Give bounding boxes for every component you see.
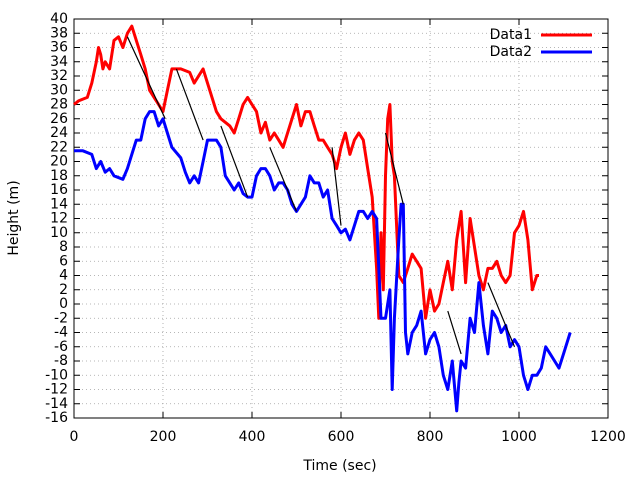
legend-label: Data2 [490,44,532,60]
y-tick-label: 22 [50,139,68,155]
y-tick-label: 32 [50,68,68,84]
y-tick-label: 38 [50,25,68,41]
x-tick-label: 200 [150,429,177,445]
x-tick-label: 0 [70,429,79,445]
y-tick-label: -4 [54,325,68,341]
y-tick-label: 14 [50,196,68,212]
y-tick-label: -14 [45,396,68,412]
y-axis-label: Height (m) [6,180,22,255]
y-tick-label: 4 [59,268,68,284]
y-tick-label: 16 [50,182,68,198]
x-tick-label: 800 [417,429,444,445]
y-tick-label: 0 [59,296,68,312]
y-tick-label: 8 [59,239,68,255]
plot-frame [73,18,609,419]
y-tick-label: 28 [50,97,68,113]
data-line [74,110,572,413]
legend-label: Data1 [490,27,532,43]
y-tick-label: 2 [59,282,68,298]
y-tick-label: 24 [50,125,68,141]
y-tick-label: 34 [50,54,68,70]
y-tick-label: 26 [50,111,68,127]
y-tick-label: 36 [50,40,68,56]
y-tick-label: -8 [54,353,68,369]
y-tick-label: -10 [45,367,68,383]
y-tick-label: 12 [50,211,68,227]
y-tick-label: -2 [54,310,68,326]
data-line [126,36,516,355]
y-tick-label: 6 [59,253,68,269]
y-tick-label: 40 [50,11,68,27]
x-tick-label: 1200 [590,429,626,445]
y-tick-label: 18 [50,168,68,184]
x-tick-label: 1000 [501,429,537,445]
y-tick-label: 20 [50,154,68,170]
y-tick-label: -6 [54,339,68,355]
x-axis-label: Time (sec) [302,458,376,474]
data-line [73,24,539,320]
y-tick-label: 30 [50,82,68,98]
x-tick-label: 600 [328,429,355,445]
y-tick-label: -12 [45,382,68,398]
y-tick-label: 10 [50,225,68,241]
y-tick-label: -16 [45,410,68,426]
x-tick-label: 400 [239,429,266,445]
